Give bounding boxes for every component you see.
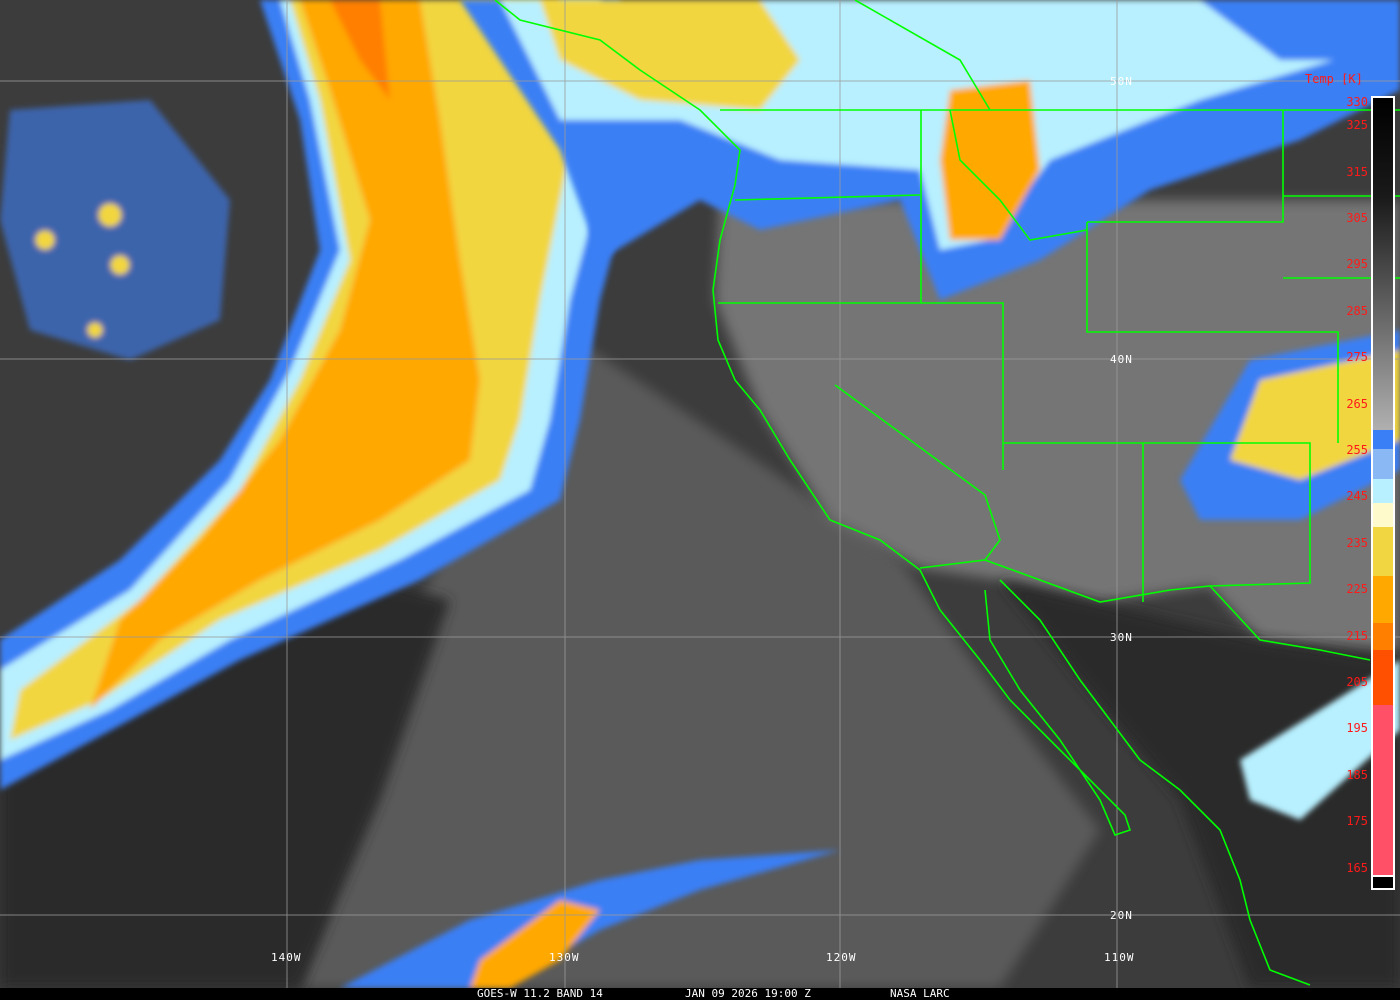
cloud-band-frontal xyxy=(0,0,640,790)
caption-datetime: JAN 09 2026 19:00 Z xyxy=(685,987,811,1000)
colorbar-tick: 225 xyxy=(1346,582,1368,597)
lat-label-50n: 50N xyxy=(1110,75,1133,88)
cloud-north xyxy=(460,0,1400,300)
colorbar-tick: 315 xyxy=(1346,164,1368,179)
caption-credit: NASA LARC xyxy=(890,987,950,1000)
lon-label-120w: 120W xyxy=(826,951,857,964)
colorbar-title: Temp [K] xyxy=(1305,72,1363,86)
colorbar-tick: 215 xyxy=(1346,628,1368,643)
cloud-west-cellular xyxy=(0,100,230,360)
lon-label-140w: 140W xyxy=(271,951,302,964)
colorbar-tick: 175 xyxy=(1346,814,1368,829)
colorbar-tick: 325 xyxy=(1346,118,1368,133)
lat-label-20n: 20N xyxy=(1110,909,1133,922)
cloud-south xyxy=(340,850,840,988)
cloud-southeast xyxy=(1180,330,1400,820)
colorbar-tick: 265 xyxy=(1346,396,1368,411)
colorbar-tick: 205 xyxy=(1346,675,1368,689)
land-region xyxy=(715,200,1400,650)
lon-label-110w: 110W xyxy=(1104,951,1135,964)
lon-label-130w: 130W xyxy=(549,951,580,964)
caption-satellite-band: GOES-W 11.2 BAND 14 xyxy=(477,987,603,1000)
mexico-land xyxy=(1000,580,1400,988)
colorbar-tick: 285 xyxy=(1346,303,1368,318)
colorbar-tick: 330 xyxy=(1346,95,1368,109)
caption-bar: GOES-W 11.2 BAND 14 JAN 09 2026 19:00 Z … xyxy=(0,988,1400,1000)
colorbar-tick: 295 xyxy=(1346,257,1368,272)
coastline-gulf-east xyxy=(999,579,1311,986)
political-boundaries xyxy=(494,0,1400,986)
colorbar-tick: 275 xyxy=(1346,350,1368,365)
colorbar-tick: 235 xyxy=(1346,535,1368,550)
dark-ocean-southwest xyxy=(0,560,450,988)
lat-label-40n: 40N xyxy=(1110,353,1133,366)
colorbar-tick: 255 xyxy=(1346,443,1368,457)
colorbar-tick: 245 xyxy=(1346,489,1368,504)
colorbar xyxy=(1371,96,1395,890)
coastline-west xyxy=(494,0,1132,836)
colorbar-tick: 195 xyxy=(1346,721,1368,736)
colorbar-tick: 185 xyxy=(1346,767,1368,782)
colorbar-tick: 165 xyxy=(1346,860,1368,875)
colorbar-tick: 305 xyxy=(1346,211,1368,225)
us-mexico-border xyxy=(919,559,1371,661)
lat-label-30n: 30N xyxy=(1110,631,1133,644)
